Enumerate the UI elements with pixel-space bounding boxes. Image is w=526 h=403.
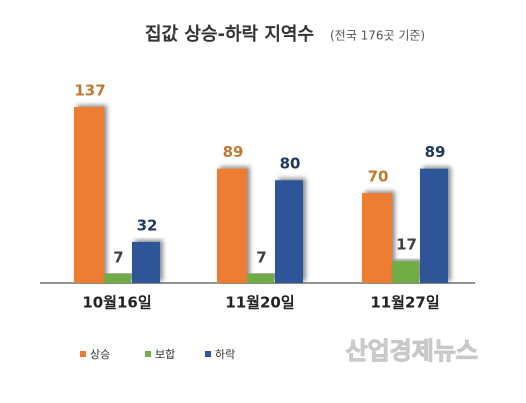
bar: [74, 107, 104, 283]
data-label: 17: [396, 236, 417, 254]
data-label: 80: [280, 155, 301, 173]
x-tick-label: 11월27일: [370, 294, 439, 312]
legend-label: 하락: [215, 347, 235, 361]
legend-swatch: [145, 351, 151, 357]
data-label: 89: [425, 143, 446, 161]
bar: [247, 274, 274, 283]
data-label: 7: [113, 249, 123, 267]
legend-swatch: [205, 351, 211, 357]
bar: [275, 180, 303, 283]
data-label: 89: [223, 143, 244, 161]
bar: [362, 193, 392, 283]
chart-subtitle: (전국 176곳 기준): [330, 29, 425, 43]
bar: [217, 168, 247, 283]
legend-label: 상승: [90, 348, 110, 361]
x-tick-label: 11월20일: [225, 294, 294, 312]
data-label: 137: [74, 82, 105, 100]
data-label: 7: [256, 249, 266, 267]
bar: [132, 241, 160, 283]
x-tick-label: 10월16일: [82, 294, 151, 312]
bar: [420, 168, 448, 283]
bar: [104, 274, 131, 283]
legend-swatch: [80, 351, 86, 357]
data-label: 70: [368, 168, 389, 186]
data-label: 32: [137, 216, 158, 234]
legend-label: 보합: [155, 348, 175, 361]
chart-title: 집값 상승-하락 지역수: [145, 24, 314, 45]
bar: [392, 261, 419, 283]
watermark: 산업경제뉴스: [346, 337, 478, 365]
